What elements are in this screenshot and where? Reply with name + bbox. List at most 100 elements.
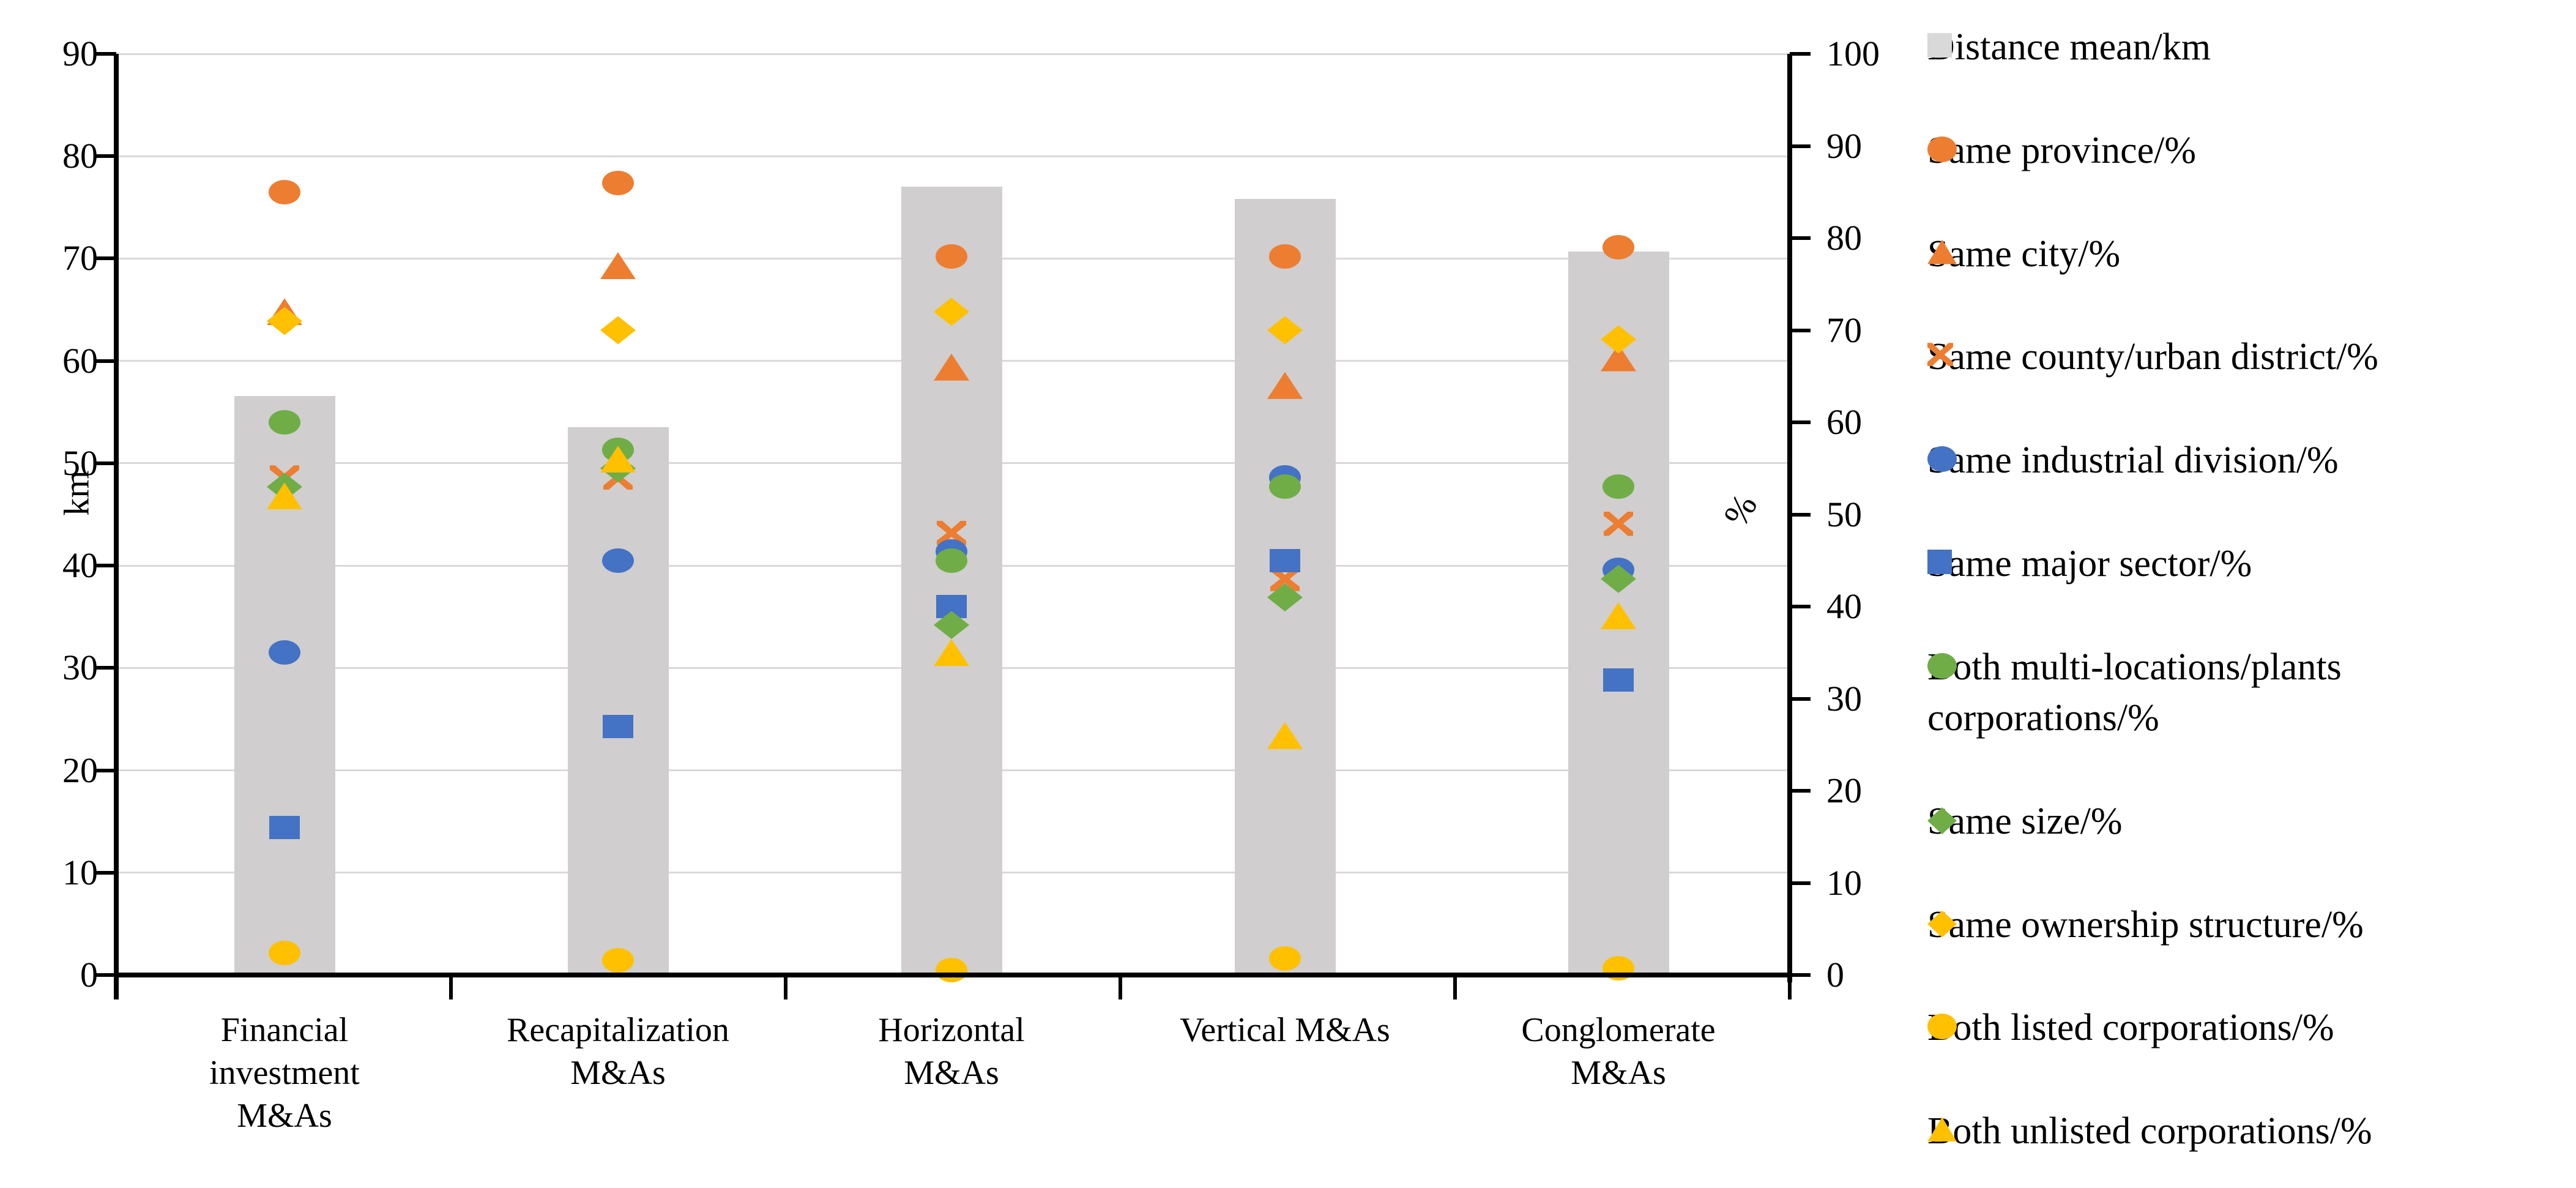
legend: Distance mean/km Same province/% Same city…: [1927, 22, 2570, 1157]
left-axis-unit-label: km: [56, 470, 97, 516]
marker-circle: [936, 958, 967, 983]
y-axis-right-tick: [1790, 328, 1811, 332]
y-axis-left-tick: [95, 52, 116, 56]
legend-item: Both listed corporations/%: [1927, 1003, 2570, 1054]
y-axis-right-tick-label: 90: [1826, 125, 1862, 166]
legend-item: Same city/%: [1927, 229, 2570, 280]
y-axis-left-tick-label: 50: [62, 443, 98, 483]
x-axis-tick: [1788, 975, 1792, 999]
marker-circle: [269, 410, 300, 435]
marker-circle: [1269, 946, 1301, 971]
legend-item: Same county/urban district/%: [1927, 332, 2570, 383]
gridline: [116, 155, 1790, 157]
bar-distance-mean: [567, 427, 669, 975]
marker-circle: [936, 244, 967, 269]
y-axis-right-tick-label: 20: [1826, 771, 1862, 810]
legend-circle-icon: [1927, 136, 1957, 162]
y-axis-right-tick: [1790, 420, 1811, 424]
y-axis-left-tick: [95, 768, 116, 772]
y-axis-left-tick-label: 70: [62, 238, 98, 278]
y-axis-right-tick: [1790, 789, 1811, 793]
y-axis-right-tick-label: 40: [1826, 586, 1862, 626]
marker-square: [1270, 548, 1300, 572]
y-axis-right-tick: [1790, 236, 1811, 240]
y-axis-left: [114, 54, 119, 999]
marker-circle: [1603, 474, 1634, 499]
y-axis-left-tick-label: 80: [62, 136, 98, 176]
marker-square: [269, 816, 300, 840]
marker-diamond: [267, 307, 302, 335]
y-axis-right-tick-label: 100: [1826, 34, 1880, 73]
legend-label: Both listed corporations/%: [1927, 1007, 2334, 1049]
gridline: [116, 53, 1790, 55]
y-axis-left-tick: [95, 973, 116, 977]
y-axis-left-tick-label: 30: [62, 648, 98, 688]
legend-item: Same size/%: [1927, 796, 2570, 848]
legend-circle-icon: [1927, 446, 1957, 472]
y-axis-right-tick: [1790, 697, 1811, 701]
marker-circle: [936, 548, 967, 573]
x-axis-tick: [1453, 975, 1457, 999]
legend-label: Same county/urban district/%: [1927, 336, 2378, 378]
marker-circle: [602, 170, 634, 195]
y-axis-left-tick: [95, 256, 116, 261]
marker-square: [603, 714, 633, 738]
marker-diamond: [600, 316, 636, 345]
x-axis: [114, 973, 1792, 977]
legend-label: Distance mean/km: [1927, 26, 2211, 68]
legend-item: Same major sector/%: [1927, 539, 2570, 590]
marker-circle: [1269, 244, 1301, 269]
marker-circle: [269, 640, 300, 665]
legend-square-icon: [1927, 549, 1952, 574]
y-axis-left-tick: [95, 870, 116, 875]
category-label: Vertical M&As: [1180, 1011, 1390, 1049]
legend-circle-icon: [1927, 652, 1957, 679]
y-axis-left-tick-label: 90: [62, 34, 98, 73]
x-axis-tick: [449, 975, 453, 999]
category-label: Conglomerate M&As: [1521, 1011, 1716, 1092]
marker-circle: [1603, 235, 1634, 260]
y-axis-right-tick: [1790, 52, 1811, 56]
y-axis-right-tick: [1790, 144, 1811, 148]
marker-circle: [602, 947, 634, 973]
y-axis-right-tick: [1790, 605, 1811, 608]
legend-item: Same province/%: [1927, 125, 2570, 177]
category-label: Horizontal M&As: [878, 1011, 1025, 1092]
marker-circle: [1269, 474, 1301, 499]
y-axis-right-tick-label: 10: [1826, 862, 1862, 903]
marker-circle: [269, 940, 300, 965]
x-axis-tick: [1119, 975, 1122, 999]
y-axis-left-tick: [95, 461, 116, 465]
x-axis-tick: [784, 975, 787, 999]
legend-item: Both unlisted corporations/%: [1927, 1106, 2570, 1157]
legend-item: Same ownership structure/%: [1927, 900, 2570, 951]
legend-label: Same city/%: [1927, 233, 2121, 275]
y-axis-left-tick-label: 0: [80, 955, 98, 995]
legend-label: Same ownership structure/%: [1927, 903, 2364, 946]
y-axis-left-tick-label: 20: [62, 750, 98, 790]
marker-circle: [269, 179, 300, 204]
y-axis-right-tick-label: 70: [1826, 310, 1862, 350]
legend-label: Same province/%: [1927, 129, 2197, 171]
y-axis-left-tick-label: 60: [62, 340, 98, 381]
y-axis-right: [1787, 54, 1792, 982]
y-axis-left-tick: [95, 564, 116, 568]
y-axis-right-tick-label: 30: [1826, 678, 1862, 719]
legend-item: Same industrial division/%: [1927, 435, 2570, 487]
legend-square-icon: [1927, 33, 1952, 58]
y-axis-right-tick-label: 50: [1826, 494, 1862, 534]
category-label: Recapitalization M&As: [507, 1011, 729, 1092]
y-axis-left-tick: [95, 666, 116, 670]
legend-label: Same industrial division/%: [1927, 439, 2339, 481]
y-axis-left-tick: [95, 359, 116, 363]
legend-label: Both unlisted corporations/%: [1927, 1110, 2372, 1153]
legend-label: Same major sector/%: [1927, 542, 2252, 585]
marker-circle: [602, 548, 634, 573]
y-axis-right-tick: [1790, 512, 1811, 517]
y-axis-right-tick-label: 0: [1826, 955, 1844, 995]
y-axis-right-tick: [1790, 881, 1811, 885]
y-axis-right-tick-label: 80: [1826, 218, 1862, 258]
legend-item: Distance mean/km: [1927, 22, 2570, 73]
